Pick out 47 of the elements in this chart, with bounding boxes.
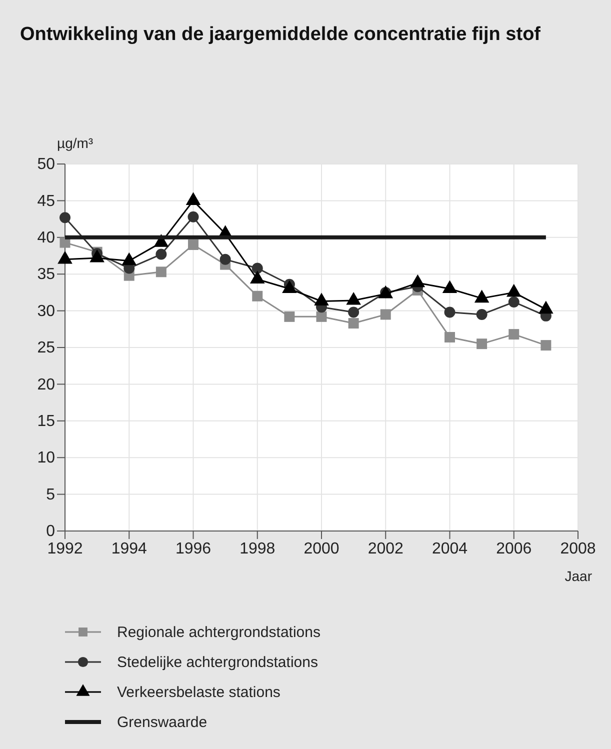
point: [252, 290, 263, 302]
point: [476, 338, 488, 350]
x-tick-label: 2006: [496, 540, 532, 558]
y-tick-label: 15: [37, 413, 56, 430]
point: [60, 212, 70, 224]
point: [156, 248, 167, 260]
x-tick-label: 2008: [560, 540, 596, 558]
x-tick-label: 2004: [432, 540, 468, 558]
point: [284, 311, 295, 322]
x-tick-label: 2000: [304, 540, 340, 558]
x-tick-label: 1996: [175, 540, 212, 558]
y-tick-label: 35: [37, 266, 56, 284]
point: [476, 308, 488, 320]
x-tick-label: 1992: [47, 540, 83, 558]
y-tick-label: 30: [37, 302, 56, 320]
point: [380, 309, 391, 320]
point: [348, 318, 359, 329]
y-tick-label: 0: [46, 523, 56, 540]
y-tick-label: 20: [37, 376, 56, 394]
point: [188, 239, 198, 250]
point: [188, 211, 199, 222]
x-tick-label: 1998: [240, 540, 276, 558]
point: [252, 262, 263, 274]
y-tick-label: 5: [46, 486, 56, 504]
legend-label: Stedelijke achtergrondstations: [117, 654, 318, 671]
point: [156, 266, 166, 278]
point: [444, 306, 456, 318]
point: [508, 329, 520, 340]
point: [540, 340, 552, 351]
point: [316, 311, 327, 322]
legend-label: Grenswaarde: [117, 714, 208, 731]
chart-title: Ontwikkeling van de jaargemiddelde concentratie fijn stof: [20, 24, 542, 45]
point: [444, 332, 455, 342]
point: [220, 254, 231, 265]
y-tick-label: 50: [37, 156, 56, 174]
y-axis-title: µg/m³: [57, 135, 94, 151]
y-tick-label: 10: [37, 450, 56, 467]
y-tick-label: 40: [37, 230, 56, 247]
x-tick-label: 2002: [368, 540, 404, 558]
x-tick-label: 1994: [111, 540, 148, 558]
legend-label: Regionale achtergrondstations: [117, 624, 320, 641]
point: [348, 306, 360, 318]
x-axis-title: Jaar: [564, 568, 592, 584]
y-tick-label: 25: [37, 340, 56, 357]
point: [508, 296, 520, 308]
legend-label: Verkeersbelaste stations: [117, 684, 280, 701]
y-tick-label: 45: [37, 192, 56, 210]
